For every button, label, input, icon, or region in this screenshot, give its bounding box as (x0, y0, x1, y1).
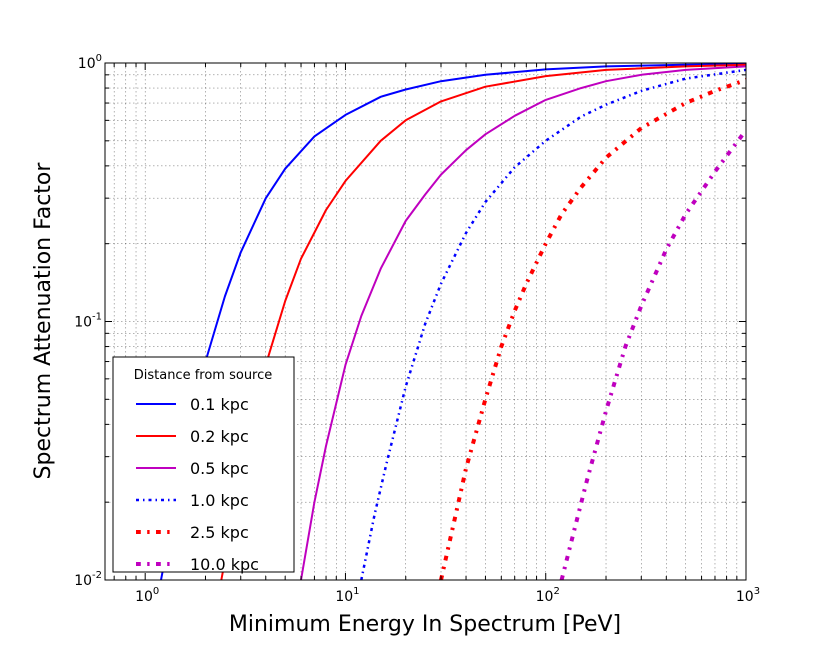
series-line-6 (559, 128, 746, 580)
series-line-1 (160, 63, 746, 580)
series-line-3 (300, 65, 746, 580)
x-axis-title: Minimum Energy In Spectrum [PeV] (229, 612, 621, 637)
legend-label-1: 0.1 kpc (190, 395, 249, 414)
legend-label-5: 2.5 kpc (190, 523, 249, 542)
legend-box (112, 356, 295, 573)
series-line-2 (220, 63, 746, 580)
legend-label-3: 0.5 kpc (190, 459, 249, 478)
legend-label-6: 10.0 kpc (190, 555, 259, 574)
x-tick-label: 102 (536, 586, 560, 605)
y-tick-label: 100 (78, 53, 102, 72)
series-line-4 (360, 68, 746, 580)
series-layer (160, 63, 746, 580)
x-tick-label: 101 (335, 586, 359, 605)
ticks (105, 62, 747, 581)
x-tick-label: 100 (135, 586, 159, 605)
y-axis-title: Spectrum Attenuation Factor (31, 162, 56, 480)
x-tick-label: 103 (736, 586, 760, 605)
legend-title: Distance from source (134, 368, 273, 383)
tick-labels: 100 101 102 103 10-2 10-1 100 (74, 53, 760, 605)
y-tick-label: 10-1 (74, 312, 102, 331)
legend-label-2: 0.2 kpc (190, 427, 249, 446)
series-line-5 (439, 78, 746, 580)
legend-label-4: 1.0 kpc (190, 491, 249, 510)
y-tick-label: 10-2 (74, 570, 102, 589)
legend: Distance from source 0.1 kpc 0.2 kpc 0.5 k… (112, 356, 295, 574)
